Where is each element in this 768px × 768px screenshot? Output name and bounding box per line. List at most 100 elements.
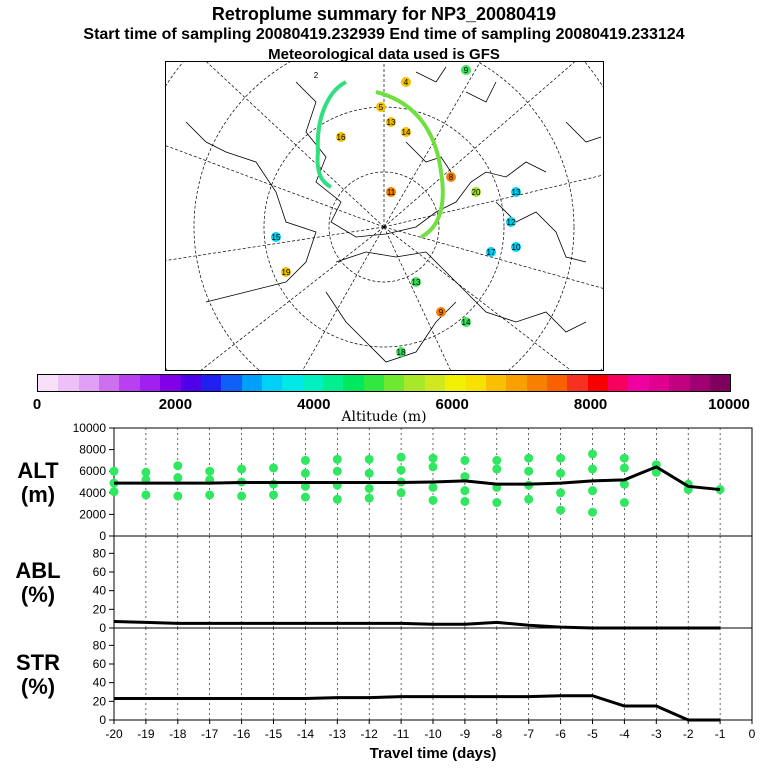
altitude-point: [173, 461, 183, 471]
x-tick-label: -14: [297, 727, 315, 741]
y-tick-label: 80: [93, 546, 107, 560]
map-marker-label: 15: [272, 233, 281, 242]
colorbar-swatch: [526, 375, 547, 391]
colorbar-swatch: [78, 375, 100, 391]
y-tick-label: 60: [93, 565, 107, 579]
altitude-point: [428, 482, 438, 492]
colorbar-swatch: [384, 375, 405, 391]
y-tick-label: 60: [93, 657, 107, 671]
y-tick-label: 2000: [79, 507, 106, 521]
altitude-point: [300, 492, 310, 502]
map-marker: [386, 187, 396, 197]
altitude-point: [492, 498, 502, 508]
altitude-point: [364, 493, 374, 503]
colorbar-swatch: [404, 375, 425, 391]
altitude-point: [237, 491, 247, 501]
map-marker: [461, 317, 471, 327]
altitude-point: [237, 464, 247, 474]
map-marker: [461, 65, 471, 75]
x-tick-label: -8: [491, 727, 502, 741]
x-tick-label: -11: [393, 727, 410, 741]
map-marker-label: 2: [314, 71, 319, 80]
trajectory-west: [315, 80, 348, 189]
altitude-point: [588, 449, 597, 459]
y-tick-label: 80: [93, 638, 107, 652]
x-tick-label: -7: [523, 727, 534, 741]
str-line: [114, 694, 721, 722]
y-tick-label: 8000: [79, 443, 106, 457]
colorbar-swatch: [261, 375, 283, 391]
median-altitude-line: [114, 465, 721, 492]
colorbar-swatch: [689, 375, 710, 391]
colorbar-swatch: [323, 375, 344, 391]
x-axis-label: Travel time (days): [370, 745, 497, 762]
altitude-point: [556, 468, 566, 478]
altitude-point: [556, 488, 566, 498]
x-tick-label: -19: [137, 727, 155, 741]
x-tick-label: -6: [555, 727, 566, 741]
altitude-point: [173, 473, 183, 483]
map-marker-label: 14: [402, 128, 411, 137]
colorbar-swatch: [119, 375, 140, 391]
map-marker-label: 13: [412, 278, 421, 287]
altitude-point: [428, 462, 438, 472]
x-tick-label: -9: [460, 727, 471, 741]
altitude-point: [332, 454, 342, 464]
altitude-point: [396, 452, 406, 462]
altitude-point: [460, 472, 470, 482]
colorbar-swatch: [628, 375, 649, 391]
x-tick-label: -17: [201, 727, 219, 741]
altitude-point: [300, 468, 310, 478]
map-marker-label: 13: [387, 118, 396, 127]
map-marker: [471, 187, 481, 197]
y-axis-unit: (%): [21, 674, 55, 699]
map-marker-label: 11: [387, 188, 396, 197]
altitude-point: [460, 486, 470, 496]
altitude-point: [619, 479, 629, 489]
colorbar-swatch: [99, 375, 120, 391]
y-tick-label: 0: [99, 621, 106, 635]
x-tick-label: -2: [683, 727, 694, 741]
map-grid: [166, 62, 603, 370]
x-tick-label: -5: [587, 727, 598, 741]
x-tick-label: -20: [105, 727, 123, 741]
trajectory-east: [375, 90, 445, 239]
y-tick-label: 20: [93, 694, 107, 708]
altitude-point: [651, 467, 661, 477]
altitude-point: [109, 466, 119, 476]
colorbar-swatch: [241, 375, 262, 391]
map-marker: [336, 132, 346, 142]
chart-title: Retroplume summary for NP3_20080419: [211, 4, 557, 24]
met-data-note: Meteorological data used is GFS: [268, 46, 500, 63]
x-tick-label: 0: [749, 727, 756, 741]
colorbar-label: Altitude (m): [341, 409, 427, 425]
y-tick-label: 4000: [79, 486, 106, 500]
x-tick-label: -10: [424, 727, 442, 741]
colorbar-swatch: [567, 375, 588, 391]
colorbar-swatch: [282, 375, 303, 391]
colorbar-tick-label: 6000: [435, 396, 469, 413]
timeseries-panels: 0200040006000800010000ALT(m)020406080ABL…: [15, 421, 756, 762]
altitude-point: [524, 494, 534, 504]
map-marker-label: 20: [472, 188, 481, 197]
colorbar-tick-label: 2000: [158, 396, 193, 413]
panel-abl: 0 20 40 60 80 ABL(%): [15, 535, 753, 635]
colorbar-swatch: [160, 375, 181, 391]
altitude-point: [173, 491, 183, 501]
y-axis-label: ABL: [15, 558, 60, 583]
colorbar-swatch: [38, 375, 59, 391]
y-tick-label: 40: [93, 676, 107, 690]
x-tick-label: -3: [651, 727, 662, 741]
altitude-point: [588, 507, 597, 517]
map-marker-label: 9: [439, 308, 444, 317]
altitude-point: [460, 455, 470, 465]
y-axis-label: ALT: [17, 458, 59, 483]
colorbar-swatch: [180, 375, 201, 391]
polar-map: 2 4 5 9 13 14 16 8 11 20 13 12 10 17 15 19 13 14 18 9: [165, 61, 604, 371]
map-marker: [401, 77, 411, 87]
altitude-point: [396, 488, 406, 498]
map-marker: [386, 117, 396, 127]
altitude-point: [109, 487, 119, 497]
altitude-point: [300, 455, 310, 465]
